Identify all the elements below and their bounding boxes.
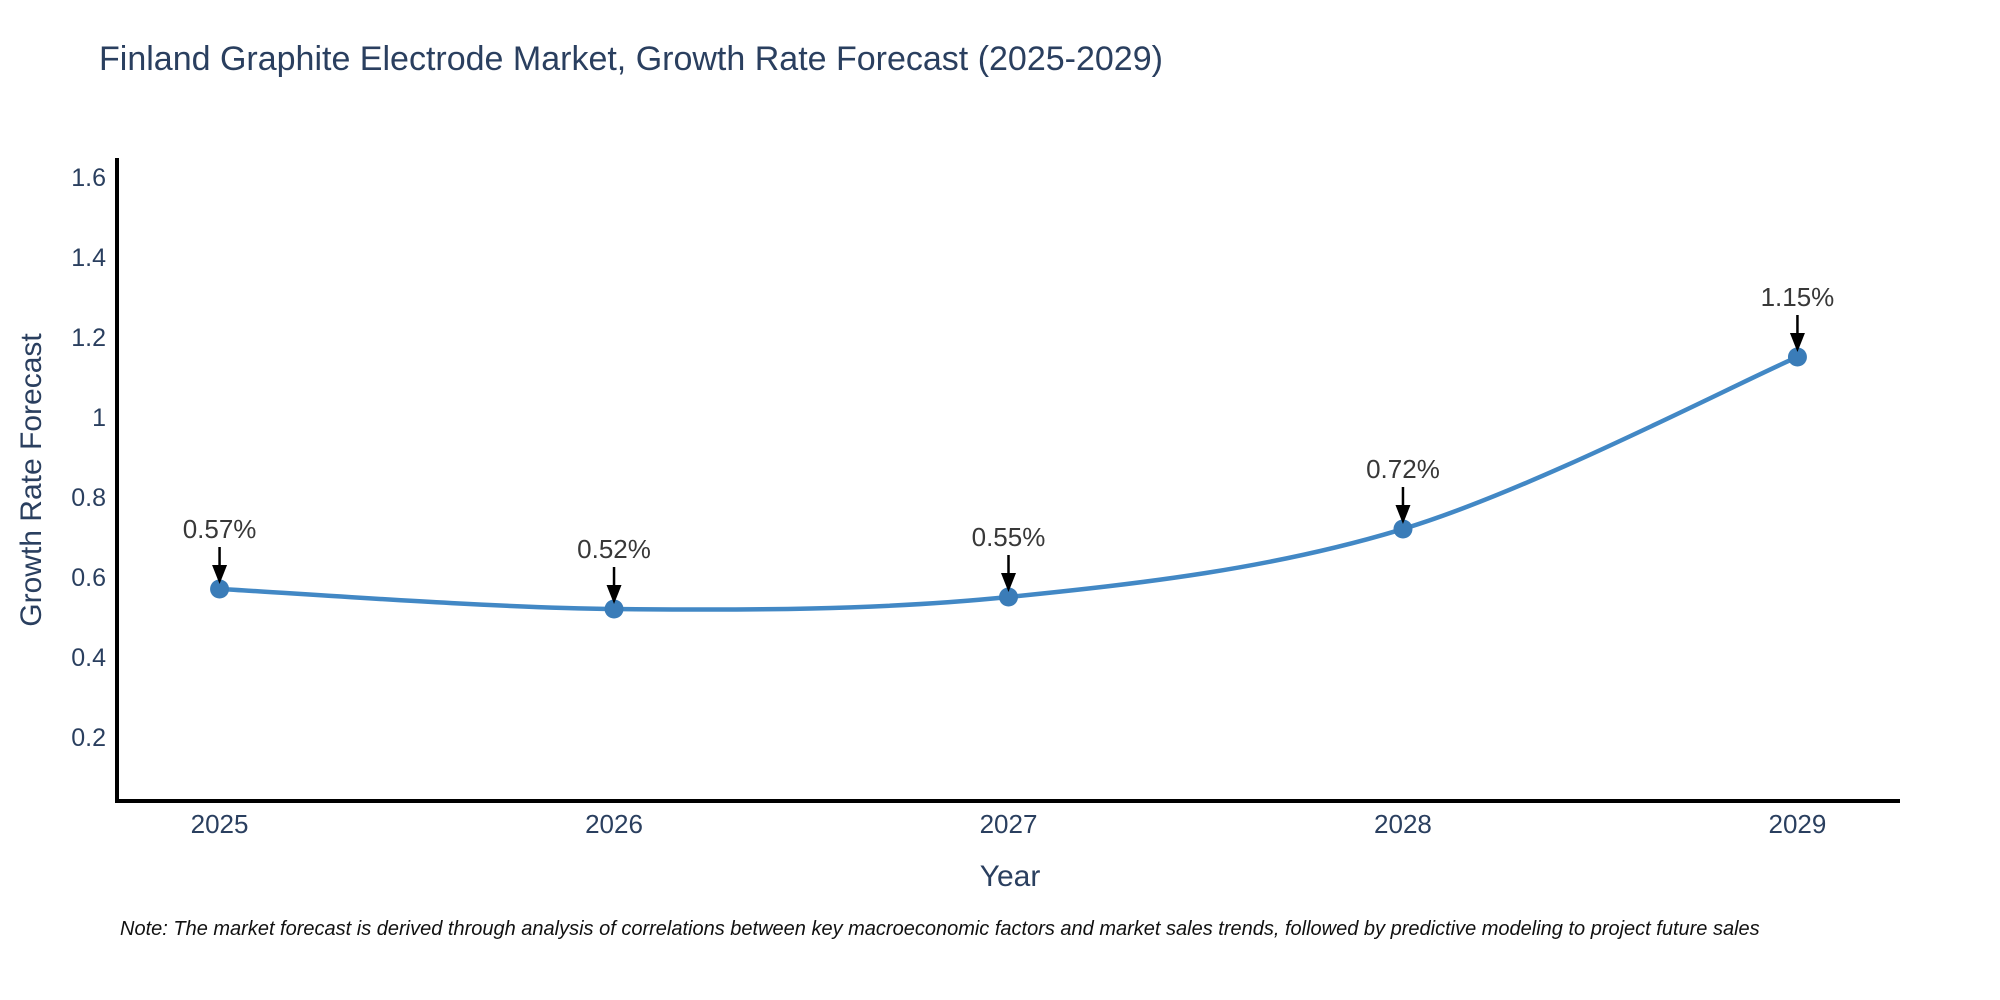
y-tick-label: 0.8 xyxy=(71,484,106,512)
point-annotation: 0.52% xyxy=(577,534,651,564)
point-annotation: 0.72% xyxy=(1366,454,1440,484)
point-annotation: 1.15% xyxy=(1761,282,1835,312)
x-tick-label: 2026 xyxy=(585,809,643,839)
y-tick-label: 1.6 xyxy=(71,164,106,192)
y-tick-label: 1.4 xyxy=(71,244,106,272)
annotation-arrowhead xyxy=(1789,333,1805,352)
y-tick-label: 0.6 xyxy=(71,564,106,592)
x-tick-label: 2028 xyxy=(1374,809,1432,839)
point-annotation: 0.57% xyxy=(183,514,257,544)
chart-title: Finland Graphite Electrode Market, Growt… xyxy=(99,40,1163,78)
y-tick-label: 1 xyxy=(92,404,106,432)
annotation-arrowhead xyxy=(606,585,622,604)
data-point xyxy=(1787,347,1807,367)
chart-footnote: Note: The market forecast is derived thr… xyxy=(120,918,1760,940)
annotation-arrowhead xyxy=(1395,505,1411,524)
y-tick-label: 1.2 xyxy=(71,324,106,352)
data-point xyxy=(999,587,1018,607)
x-tick-label: 2025 xyxy=(191,809,249,839)
x-tick-label: 2029 xyxy=(1769,809,1827,839)
annotation-arrowhead xyxy=(1001,573,1016,592)
data-point xyxy=(1393,519,1413,539)
y-tick-label: 0.2 xyxy=(71,724,106,752)
x-tick-label: 2027 xyxy=(980,809,1038,839)
annotation-arrowhead xyxy=(212,565,228,584)
data-point xyxy=(604,599,624,619)
x-axis-title: Year xyxy=(979,860,1041,893)
data-point xyxy=(210,579,230,599)
y-axis-title: Growth Rate Forecast xyxy=(15,333,48,627)
point-annotation: 0.55% xyxy=(972,522,1046,552)
y-tick-label: 0.4 xyxy=(71,644,106,672)
